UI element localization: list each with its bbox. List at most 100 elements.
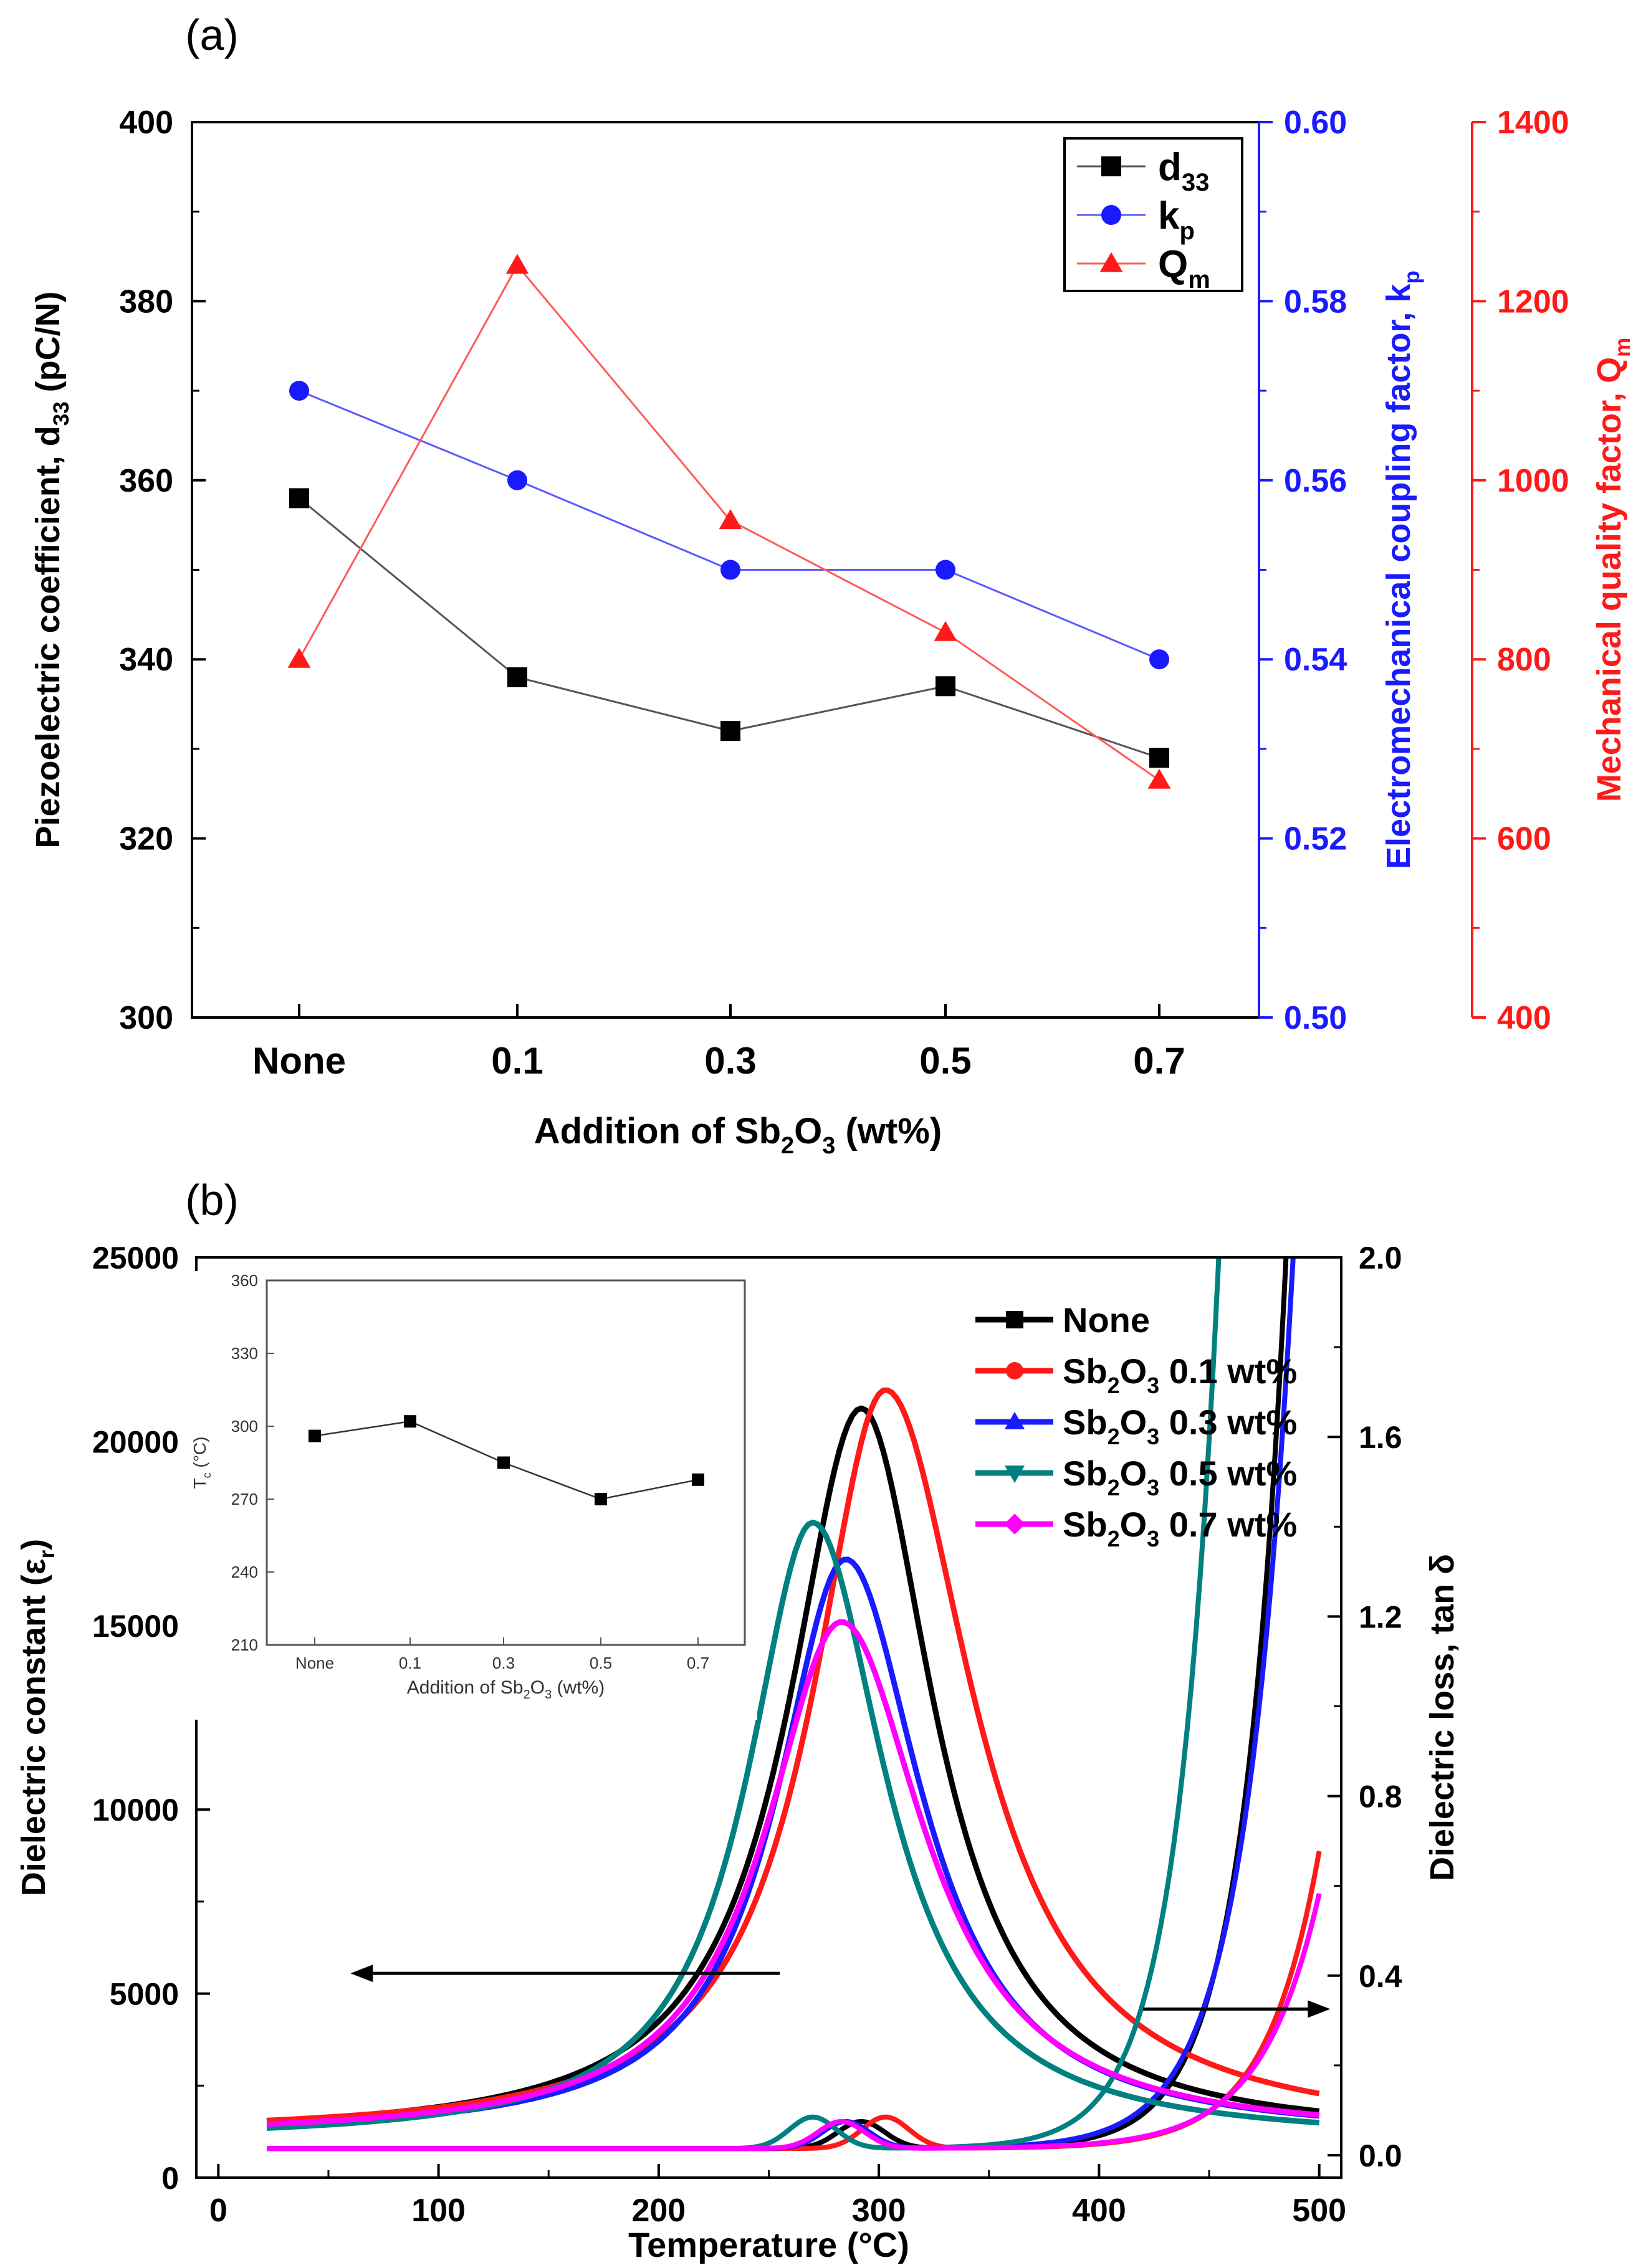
x-tick-label: 0.3 [704,1040,756,1082]
data-point-d33 [507,667,527,687]
temp-tick-label: 100 [411,2193,466,2229]
loss-axis-label: Dielectric loss, tan δ [1424,1554,1461,1881]
temp-tick-label: 300 [852,2193,906,2229]
x-tick-label: 0.1 [491,1040,543,1082]
legend-marker-None [1006,1311,1023,1328]
inset-y-label: Tc (°C) [190,1437,213,1489]
qm-tick-label: 1000 [1497,463,1569,499]
legend-marker-Sb2O3 0.5 wt% [1004,1465,1025,1484]
inset-x-tick-label: 0.7 [687,1654,709,1672]
inset-x-tick-label: 0.5 [590,1654,612,1672]
inset-x-tick-label: None [295,1654,334,1672]
eps-tick-label: 25000 [92,1241,179,1275]
x-tick-label: 0.5 [919,1040,971,1082]
temp-axis-label: Temperature (°C) [628,2225,909,2264]
kp-axis-label: Electromechanical coupling factor, kp [1380,270,1424,869]
left-tick-label: 300 [119,1000,173,1036]
data-point-kp [720,560,740,580]
legend-label-d33: d33 [1158,146,1209,196]
left-tick-label: 320 [119,821,173,857]
left-axis-label: Piezoelectric coefficient, d33 (pC/N) [29,291,74,848]
panel-label-a: (a) [185,11,239,59]
temp-tick-label: 0 [209,2193,227,2229]
legend-label-None: None [1063,1300,1150,1340]
inset-y-tick-label: 360 [231,1271,258,1290]
inset-data-point [595,1493,607,1505]
qm-tick-label: 1200 [1497,284,1569,320]
data-point-kp [936,560,955,580]
inset-data-point [404,1415,416,1428]
eps-tick-label: 5000 [110,1977,179,2012]
loss-tick-label: 1.6 [1359,1420,1402,1455]
loss-tick-label: 0.0 [1359,2138,1402,2173]
loss-tick-label: 1.2 [1359,1599,1402,1634]
inset-y-tick-label: 240 [231,1563,258,1581]
legend-label-Sb2O3 0.3 wt%: Sb2O3 0.3 wt% [1063,1403,1297,1449]
temp-tick-label: 500 [1292,2193,1346,2229]
legend-marker-Qm [1099,252,1123,272]
legend-marker-Sb2O3 0.3 wt% [1004,1411,1025,1429]
eps-tick-label: 20000 [92,1424,179,1459]
curves-b [266,1257,1322,2151]
left-tick-label: 400 [119,105,173,141]
eps-curve-Sb2O3 0.1 wt% [266,1387,1320,2123]
x-tick-label: None [252,1040,346,1082]
data-point-Qm [719,509,742,530]
loss-tick-label: 2.0 [1359,1241,1402,1275]
eps-tick-label: 10000 [92,1793,179,1827]
data-point-d33 [1149,748,1169,768]
legend-marker-kp [1101,205,1121,225]
eps-curve-Sb2O3 0.7 wt% [266,1619,1320,2127]
data-point-Qm [287,647,311,668]
legend-label-Sb2O3 0.5 wt%: Sb2O3 0.5 wt% [1063,1454,1297,1500]
inset-y-tick-label: 210 [231,1636,258,1654]
kp-tick-label: 0.50 [1284,1000,1347,1036]
eps-axis-label: Dielectric constant (εr) [15,1539,59,1896]
qm-axis-label: Mechanical quality factor, Qm [1591,338,1635,802]
series-line-d33 [299,497,1160,759]
legend-marker-Sb2O3 0.1 wt% [1006,1362,1023,1379]
kp-tick-label: 0.56 [1284,463,1347,499]
data-point-Qm [505,254,529,274]
eps-tick-label: 0 [161,2161,179,2196]
inset-data-point [497,1456,510,1469]
inset-x-label: Addition of Sb2O3 (wt%) [407,1677,605,1702]
panel-label-b: (b) [185,1176,239,1224]
data-point-Qm [934,621,957,641]
loss-curve-Sb2O3 0.7 wt% [267,1893,1322,2151]
kp-tick-label: 0.54 [1284,642,1347,678]
kp-tick-label: 0.60 [1284,105,1347,141]
left-tick-label: 340 [119,642,173,678]
data-point-d33 [720,721,740,741]
data-point-d33 [289,488,309,508]
inset-data-point [692,1473,704,1486]
inset-y-tick-label: 330 [231,1344,258,1363]
inset-y-tick-label: 300 [231,1417,258,1436]
eps-tick-label: 15000 [92,1609,179,1644]
left-arrow-head [350,1965,373,1983]
data-point-kp [507,470,527,490]
left-tick-label: 380 [119,284,173,320]
loss-curve-None [267,1257,1289,2151]
qm-tick-label: 400 [1497,1000,1551,1036]
inset-y-tick-label: 270 [231,1490,258,1508]
x-axis-label: Addition of Sb2O3 (wt%) [534,1111,942,1159]
inset-x-tick-label: 0.3 [492,1654,515,1672]
temp-tick-label: 400 [1072,2193,1126,2229]
right-arrow-head [1308,2000,1331,2018]
data-point-kp [289,381,309,401]
x-tick-label: 0.7 [1133,1040,1185,1082]
temp-tick-label: 200 [631,2193,686,2229]
loss-tick-label: 0.8 [1359,1780,1402,1814]
eps-curve-Sb2O3 0.5 wt% [266,1519,1320,2131]
qm-tick-label: 800 [1497,642,1551,678]
kp-tick-label: 0.52 [1284,821,1347,857]
legend-label-Sb2O3 0.7 wt%: Sb2O3 0.7 wt% [1063,1505,1297,1551]
legend-label-Sb2O3 0.1 wt%: Sb2O3 0.1 wt% [1063,1351,1297,1398]
panel-a: (a) 300 320 340 360 380 400 Piezoelectric coeff… [29,11,1635,1159]
data-point-d33 [936,676,955,697]
legend-marker-d33 [1101,156,1121,176]
legend-label-kp: kp [1158,194,1195,245]
